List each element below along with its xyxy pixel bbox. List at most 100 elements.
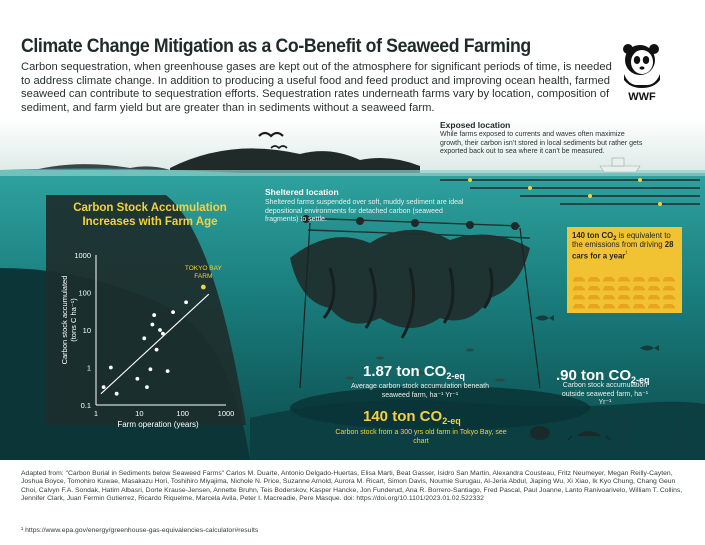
sheltered-farm	[290, 215, 541, 389]
data-point	[158, 328, 162, 332]
car-icon	[573, 277, 585, 282]
car-icon	[633, 295, 645, 300]
data-point	[152, 313, 157, 317]
data-point	[154, 347, 159, 352]
footnote-link[interactable]: ¹ https://www.epa.gov/energy/greenhouse-…	[21, 527, 259, 534]
callout-equiv: is equivalent to the emissions from driv…	[572, 231, 671, 250]
car-icon	[573, 295, 585, 300]
stat-outside-sub: 2-eq	[631, 375, 650, 385]
stat-tokyo-sub: 2-eq	[442, 416, 461, 426]
data-point	[184, 300, 188, 305]
callout-footnote-mark: ¹	[625, 250, 628, 258]
car-icon	[618, 277, 630, 282]
sheltered-location-title: Sheltered location	[265, 187, 339, 197]
car-icon	[603, 304, 615, 309]
x-tick-label: 10	[135, 409, 143, 418]
exposed-location-text: While farms exposed to currents and wave…	[440, 131, 643, 156]
tokyo-bay-label-line1: TOKYO BAY	[185, 265, 223, 272]
hills	[170, 148, 420, 173]
car-icons	[573, 277, 675, 309]
data-point	[108, 365, 113, 370]
exposed-farm-lines	[440, 179, 700, 205]
source-credits: Adapted from: "Carbon Burial in Sediment…	[21, 470, 683, 502]
car-icon	[633, 286, 645, 291]
y-tick-label: 100	[78, 289, 91, 298]
car-icon	[573, 286, 585, 291]
chart-title: Carbon Stock Accumulation Increases with…	[62, 201, 238, 229]
car-icon	[603, 277, 615, 282]
car-icon	[588, 295, 600, 300]
tokyo-bay-point	[200, 284, 206, 290]
tokyo-bay-label-line2: FARM	[194, 273, 212, 280]
car-icon	[588, 304, 600, 309]
data-point	[150, 322, 155, 327]
car-icon	[603, 286, 615, 291]
stat-under-farm-label: Average carbon stock accumulation beneat…	[350, 383, 489, 399]
boat-icon	[599, 165, 641, 173]
crab-icon	[567, 431, 611, 441]
x-tick-label: 100	[176, 409, 189, 418]
data-point	[114, 391, 119, 396]
car-icon	[648, 277, 660, 282]
data-point	[161, 331, 165, 336]
car-icon	[648, 304, 660, 309]
chart-title-line2: Increases with Farm Age	[82, 216, 218, 228]
y-label-line1: Carbon stock accumulated	[60, 275, 69, 365]
panda-logo-icon: WWF	[623, 44, 660, 102]
intro-paragraph: Carbon sequestration, when greenhouse ga…	[21, 61, 612, 114]
logo-text: WWF	[628, 91, 656, 102]
chart-title-line1: Carbon Stock Accumulation	[73, 202, 227, 214]
stat-under-farm-sub: 2-eq	[446, 371, 465, 381]
car-icon	[618, 295, 630, 300]
stat-tokyo-number: 140 ton CO	[363, 408, 443, 425]
x-tick-label: 1000	[218, 409, 235, 418]
car-icon	[633, 277, 645, 282]
data-point	[171, 310, 175, 315]
y-tick-label: 1	[87, 364, 91, 373]
car-icon	[633, 304, 645, 309]
data-point	[165, 369, 170, 374]
sheltered-location-text: Sheltered farms suspended over soft, mud…	[265, 199, 464, 224]
cars-callout-text: 140 ton CO2 is equivalent to the emissio…	[572, 231, 680, 261]
callout-year: for a year	[588, 252, 626, 261]
stat-under-farm-number: 1.87 ton CO	[363, 363, 447, 380]
data-point	[101, 385, 106, 390]
car-icon	[663, 286, 675, 291]
car-icon	[648, 286, 660, 291]
fish-icon	[535, 315, 554, 321]
stat-outside-number: .90 ton CO	[556, 367, 632, 384]
stat-under-farm-value: 1.87 ton CO2-eq	[363, 363, 465, 381]
car-icon	[663, 295, 675, 300]
y-tick-label: 0.1	[81, 401, 91, 410]
callout-co2: 140 ton CO	[572, 231, 614, 240]
stat-tokyo-value: 140 ton CO2-eq	[363, 408, 461, 426]
stat-outside-label: Carbon stock accumulation outside seawee…	[561, 382, 649, 406]
trend-line	[100, 293, 210, 395]
data-point	[142, 336, 147, 341]
car-icon	[663, 277, 675, 282]
exposed-location-title: Exposed location	[440, 120, 511, 130]
car-icon	[573, 304, 585, 309]
callout-cars: 28 cars	[572, 240, 674, 261]
data-point	[135, 376, 140, 381]
data-point	[145, 385, 149, 390]
data-point	[148, 367, 153, 372]
bird-icon	[270, 145, 288, 150]
car-icon	[603, 295, 615, 300]
y-label-line2: (tons C ha⁻¹)	[69, 298, 78, 342]
fish-icon	[640, 345, 659, 351]
car-icon	[618, 304, 630, 309]
y-tick-label: 10	[83, 326, 91, 335]
car-icon	[663, 304, 675, 309]
callout-sub: 2	[613, 236, 617, 242]
stat-outside-value: .90 ton CO2-eq	[556, 367, 650, 385]
page-title: Climate Change Mitigation as a Co-Benefi…	[21, 36, 531, 57]
bird-icon	[258, 131, 284, 138]
y-tick-label: 1000	[74, 251, 91, 260]
car-icon	[588, 277, 600, 282]
chart-x-axis-label: Farm operation (years)	[117, 420, 199, 429]
car-icon	[648, 295, 660, 300]
chart-y-axis-label: Carbon stock accumulated (tons C ha⁻¹)	[60, 260, 78, 380]
